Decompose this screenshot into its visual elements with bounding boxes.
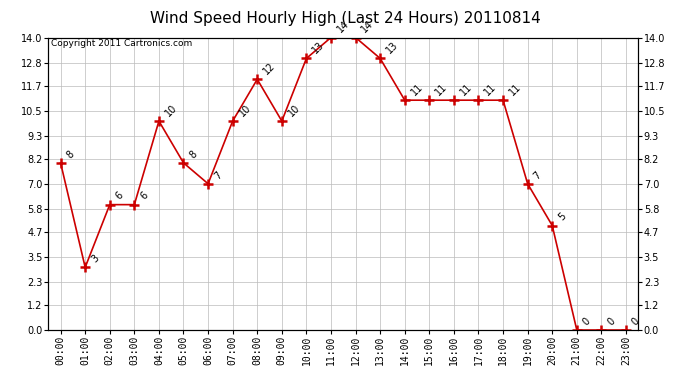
- Text: 10: 10: [163, 102, 179, 118]
- Text: 6: 6: [114, 190, 126, 202]
- Text: 0: 0: [581, 316, 593, 327]
- Text: 5: 5: [556, 211, 568, 223]
- Text: 13: 13: [384, 40, 400, 56]
- Text: 10: 10: [286, 102, 302, 118]
- Text: 6: 6: [139, 190, 150, 202]
- Text: Copyright 2011 Cartronics.com: Copyright 2011 Cartronics.com: [51, 39, 193, 48]
- Text: 8: 8: [65, 148, 76, 160]
- Text: 11: 11: [458, 82, 474, 98]
- Text: 3: 3: [89, 253, 101, 264]
- Text: 11: 11: [409, 82, 424, 98]
- Text: 14: 14: [359, 19, 375, 35]
- Text: 14: 14: [335, 19, 351, 35]
- Text: 7: 7: [532, 170, 543, 181]
- Text: 0: 0: [630, 316, 642, 327]
- Text: 8: 8: [188, 148, 199, 160]
- Text: Wind Speed Hourly High (Last 24 Hours) 20110814: Wind Speed Hourly High (Last 24 Hours) 2…: [150, 11, 540, 26]
- Text: 10: 10: [237, 102, 253, 118]
- Text: 13: 13: [310, 40, 326, 56]
- Text: 11: 11: [507, 82, 523, 98]
- Text: 11: 11: [482, 82, 498, 98]
- Text: 11: 11: [433, 82, 449, 98]
- Text: 12: 12: [262, 61, 277, 76]
- Text: 0: 0: [606, 316, 617, 327]
- Text: 7: 7: [213, 170, 224, 181]
